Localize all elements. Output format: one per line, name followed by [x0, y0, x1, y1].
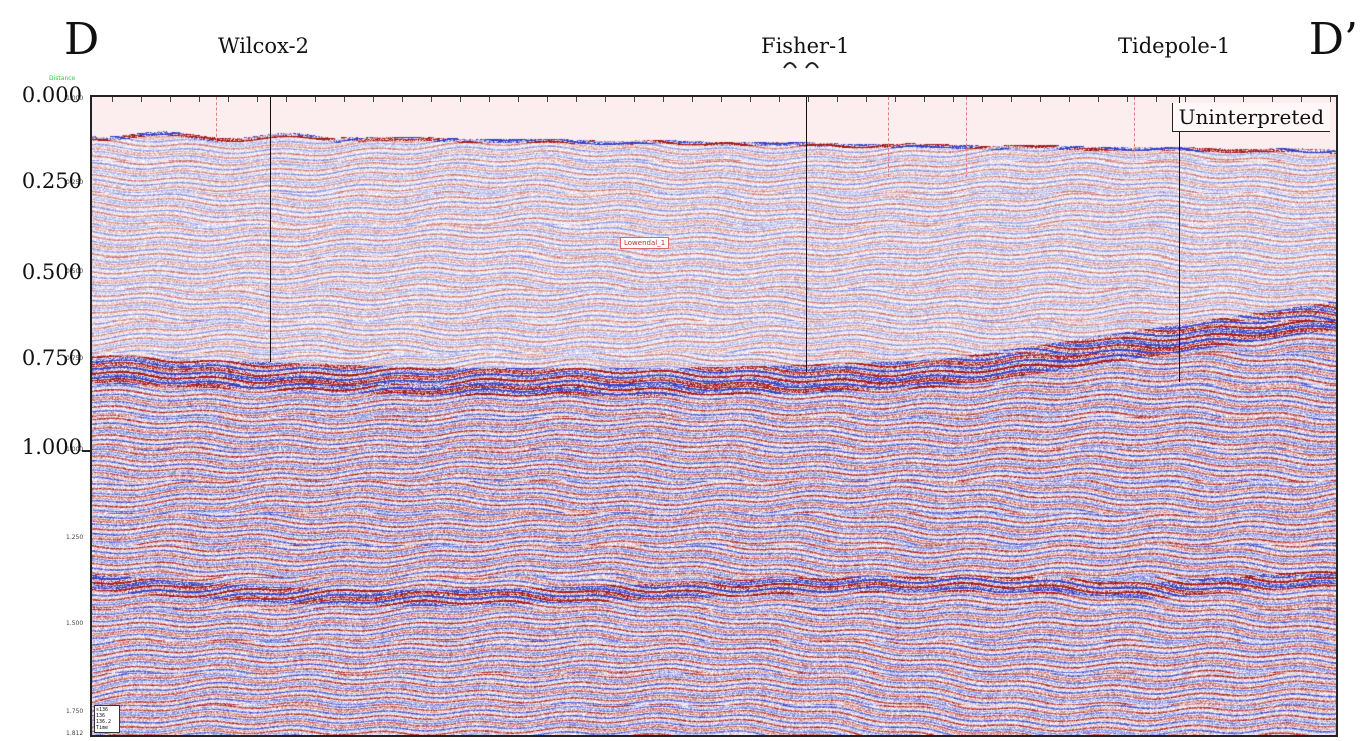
distance-tick	[489, 97, 490, 102]
horizon-marker-label[interactable]: Lowendal_1	[620, 237, 670, 249]
well-projection-line	[888, 97, 889, 177]
distance-tick	[315, 97, 316, 102]
panel-status-label: Uninterpreted	[1171, 103, 1330, 132]
distance-tick	[1330, 97, 1331, 102]
trace-info-line: s136	[96, 707, 109, 713]
distance-tick	[402, 97, 403, 102]
well-track-tidepole	[1179, 97, 1180, 382]
distance-tick	[199, 97, 200, 102]
distance-tick	[1011, 97, 1012, 102]
time-label-minor: 1.000	[66, 95, 84, 102]
time-label-minor: 1.750	[66, 708, 84, 715]
time-label-minor: 1.000	[66, 446, 84, 453]
trace-info-box: s136 136 136.2 Time	[94, 705, 120, 733]
distance-tick	[1040, 97, 1041, 102]
distance-tick	[1069, 97, 1070, 102]
distance-tick	[141, 97, 142, 102]
distance-tick	[1272, 97, 1273, 102]
distance-tick	[837, 97, 838, 102]
trace-info-line: Time	[96, 725, 109, 731]
distance-axis-label: Distance	[49, 75, 76, 82]
distance-tick	[286, 97, 287, 102]
distance-tick	[721, 97, 722, 102]
seismic-section[interactable]: Uninterpreted Lowendal_1 s136 136 136.2 …	[90, 95, 1338, 737]
distance-tick	[866, 97, 867, 102]
distance-tick	[576, 97, 577, 102]
distance-tick	[228, 97, 229, 102]
time-label-major: 0.250	[21, 169, 82, 193]
distance-tick	[634, 97, 635, 102]
time-label-major: 0.750	[21, 346, 82, 370]
time-label-major: 1.000	[21, 435, 82, 459]
distance-tick	[170, 97, 171, 102]
distance-tick	[982, 97, 983, 102]
well-track-fisher	[806, 97, 807, 372]
distance-tick	[1243, 97, 1244, 102]
distance-tick	[692, 97, 693, 102]
distance-tick	[547, 97, 548, 102]
distance-tick	[1214, 97, 1215, 102]
distance-tick	[924, 97, 925, 102]
distance-tick	[112, 97, 113, 102]
trace-info-line: 136	[96, 713, 106, 719]
distance-tick	[344, 97, 345, 102]
distance-tick	[1185, 97, 1186, 102]
distance-tick	[808, 97, 809, 102]
time-label-major: 0.000	[21, 83, 82, 107]
well-label-tidepole: Tidepole-1	[1118, 34, 1231, 58]
distance-tick	[895, 97, 896, 102]
well-projection-line	[966, 97, 967, 177]
well-projection-line	[216, 97, 217, 142]
distance-tick	[1127, 97, 1128, 102]
time-label-minor: 0.750	[66, 355, 84, 362]
time-label-major: 0.500	[21, 260, 82, 284]
distance-tick	[1098, 97, 1099, 102]
time-label-minor: 1.812	[66, 730, 84, 737]
seismic-amplitude-image	[92, 97, 1336, 735]
well-label-fisher: Fisher-1	[761, 34, 850, 58]
well-track-wilcox	[270, 97, 271, 362]
well-label-wilcox: Wilcox-2	[218, 34, 309, 58]
distance-tick	[373, 97, 374, 102]
well-marker-icon	[783, 62, 819, 69]
distance-tick	[779, 97, 780, 102]
distance-tick	[1156, 97, 1157, 102]
distance-tick	[663, 97, 664, 102]
axis-tick-mark	[82, 450, 92, 452]
time-label-minor: 0.250	[66, 179, 84, 186]
distance-tick	[953, 97, 954, 102]
time-label-minor: 1.250	[66, 534, 84, 541]
time-label-minor: 0.500	[66, 268, 84, 275]
distance-tick	[750, 97, 751, 102]
distance-tick	[431, 97, 432, 102]
trace-info-line: 136.2	[96, 719, 112, 725]
well-projection-line	[1134, 97, 1135, 157]
distance-tick	[257, 97, 258, 102]
distance-tick	[518, 97, 519, 102]
distance-tick	[1301, 97, 1302, 102]
distance-tick	[460, 97, 461, 102]
distance-tick	[605, 97, 606, 102]
section-end-label: D’	[1308, 14, 1358, 65]
section-start-label: D	[64, 14, 100, 65]
time-label-minor: 1.500	[66, 620, 84, 627]
